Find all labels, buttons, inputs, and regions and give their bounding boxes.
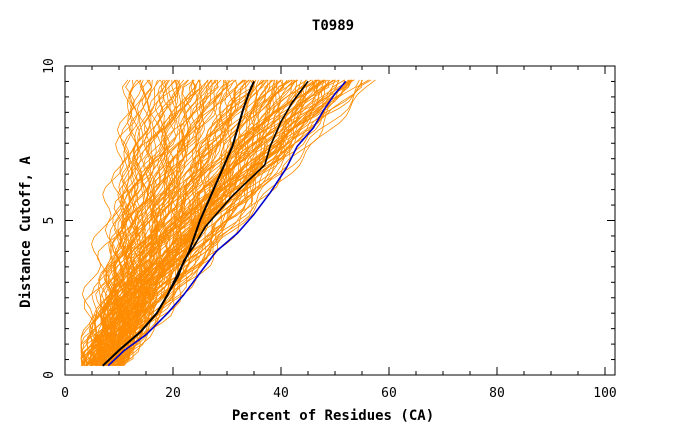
background-model-curves <box>80 79 376 367</box>
background-model-curve <box>85 79 264 366</box>
background-model-curve <box>104 79 352 366</box>
x-axis-title: Percent of Residues (CA) <box>232 408 434 424</box>
background-model-curve <box>92 79 165 366</box>
x-tick-labels: 0 20 40 60 80 100 <box>61 386 617 401</box>
background-model-curve <box>92 79 213 366</box>
background-model-curve <box>80 79 142 366</box>
background-model-curve <box>95 79 167 366</box>
series-line-3 <box>107 80 347 367</box>
y-tick-label: 10 <box>42 58 57 74</box>
background-model-curve <box>99 79 353 366</box>
background-model-curve <box>121 79 345 367</box>
background-model-curve <box>80 79 316 366</box>
background-model-curve <box>115 79 352 366</box>
highlight-series-layer <box>102 80 347 367</box>
background-model-curve <box>96 79 340 366</box>
x-tick-label: 0 <box>61 386 69 401</box>
background-model-curve <box>80 79 210 366</box>
background-model-curve <box>86 79 376 367</box>
x-tick-label: 100 <box>593 386 616 401</box>
background-model-curve <box>98 79 246 366</box>
background-model-curve <box>109 79 257 366</box>
background-model-curve <box>89 79 194 366</box>
background-model-curve <box>119 79 308 367</box>
x-tick-label: 80 <box>489 386 505 401</box>
background-model-curve <box>86 79 234 366</box>
background-model-curve <box>113 79 364 366</box>
x-tick-label: 20 <box>165 386 181 401</box>
background-model-curve <box>105 79 298 366</box>
y-tick-label: 0 <box>42 371 57 379</box>
x-tick-label: 60 <box>381 386 397 401</box>
background-model-curve <box>80 79 178 366</box>
background-model-curve <box>87 79 318 366</box>
x-tick-label: 40 <box>273 386 289 401</box>
y-axis-title: Distance Cutoff, A <box>18 156 34 308</box>
y-tick-labels: 0 5 10 <box>42 58 57 379</box>
background-model-curve <box>96 79 312 366</box>
ticks <box>64 65 615 376</box>
chart-title: T0989 <box>312 18 354 34</box>
y-tick-label: 5 <box>42 217 57 225</box>
background-model-curve <box>112 79 360 366</box>
background-model-curve <box>104 79 354 366</box>
background-model-curve <box>82 79 218 366</box>
background-model-curve <box>106 79 370 366</box>
background-model-curve <box>103 79 274 366</box>
series-line-2 <box>102 80 309 367</box>
